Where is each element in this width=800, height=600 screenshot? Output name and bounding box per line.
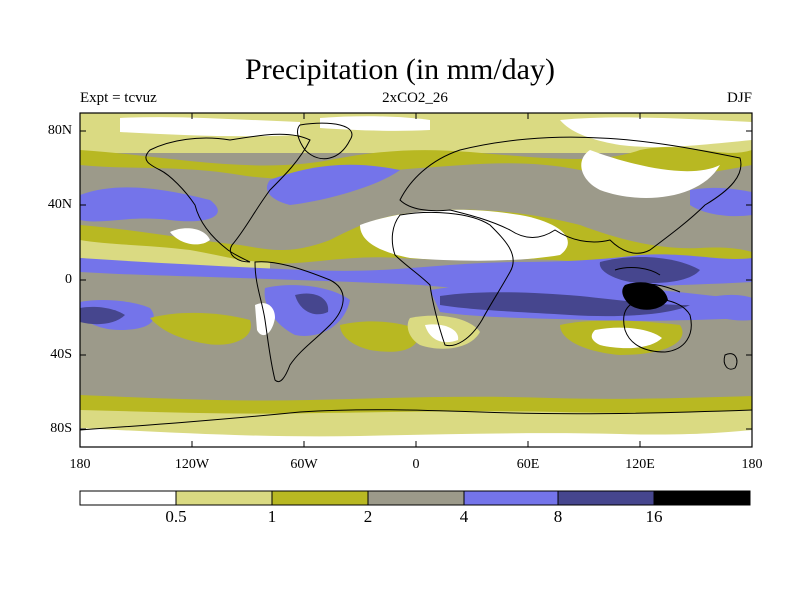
lat-label-0: 0 bbox=[65, 272, 72, 287]
colorbar-swatch-5 bbox=[557, 490, 655, 506]
colorbar-label-3: 4 bbox=[459, 507, 469, 526]
colorbar-swatch-4 bbox=[463, 490, 559, 506]
axis-ticks bbox=[80, 113, 752, 447]
colorbar bbox=[79, 490, 751, 506]
colorbar-label-0: 0.5 bbox=[165, 507, 187, 526]
lat-label-40n: 40N bbox=[47, 197, 72, 212]
colorbar-swatch-3 bbox=[367, 490, 465, 506]
lon-label-120w: 120W bbox=[174, 457, 210, 472]
experiment-label: Expt = tcvuz bbox=[80, 90, 157, 106]
colorbar-label-2: 2 bbox=[363, 507, 373, 526]
lat-label-80n: 80N bbox=[47, 123, 72, 138]
lon-label-180e: 180 bbox=[741, 457, 763, 472]
lon-label-120e: 120E bbox=[625, 457, 655, 472]
lat-label-40s: 40S bbox=[50, 347, 72, 362]
run-label: 2xCO2_26 bbox=[382, 90, 448, 106]
precipitation-field bbox=[80, 113, 752, 447]
coastlines bbox=[80, 122, 752, 431]
lon-label-60e: 60E bbox=[516, 457, 540, 472]
colorbar-swatch-6 bbox=[653, 490, 751, 506]
map-title: Precipitation (in mm/day) bbox=[245, 53, 555, 86]
colorbar-swatch-2 bbox=[271, 490, 369, 506]
colorbar-swatch-1 bbox=[175, 490, 273, 506]
colorbar-swatch-0 bbox=[79, 490, 177, 506]
colorbar-label-4: 8 bbox=[553, 507, 563, 526]
lon-label-60w: 60W bbox=[290, 457, 318, 472]
lat-label-80s: 80S bbox=[50, 421, 72, 436]
colorbar-label-5: 16 bbox=[645, 507, 663, 526]
lon-label-0: 0 bbox=[412, 457, 420, 472]
season-label: DJF bbox=[726, 90, 752, 106]
colorbar-label-1: 1 bbox=[267, 507, 277, 526]
lon-label-180w: 180 bbox=[69, 457, 91, 472]
